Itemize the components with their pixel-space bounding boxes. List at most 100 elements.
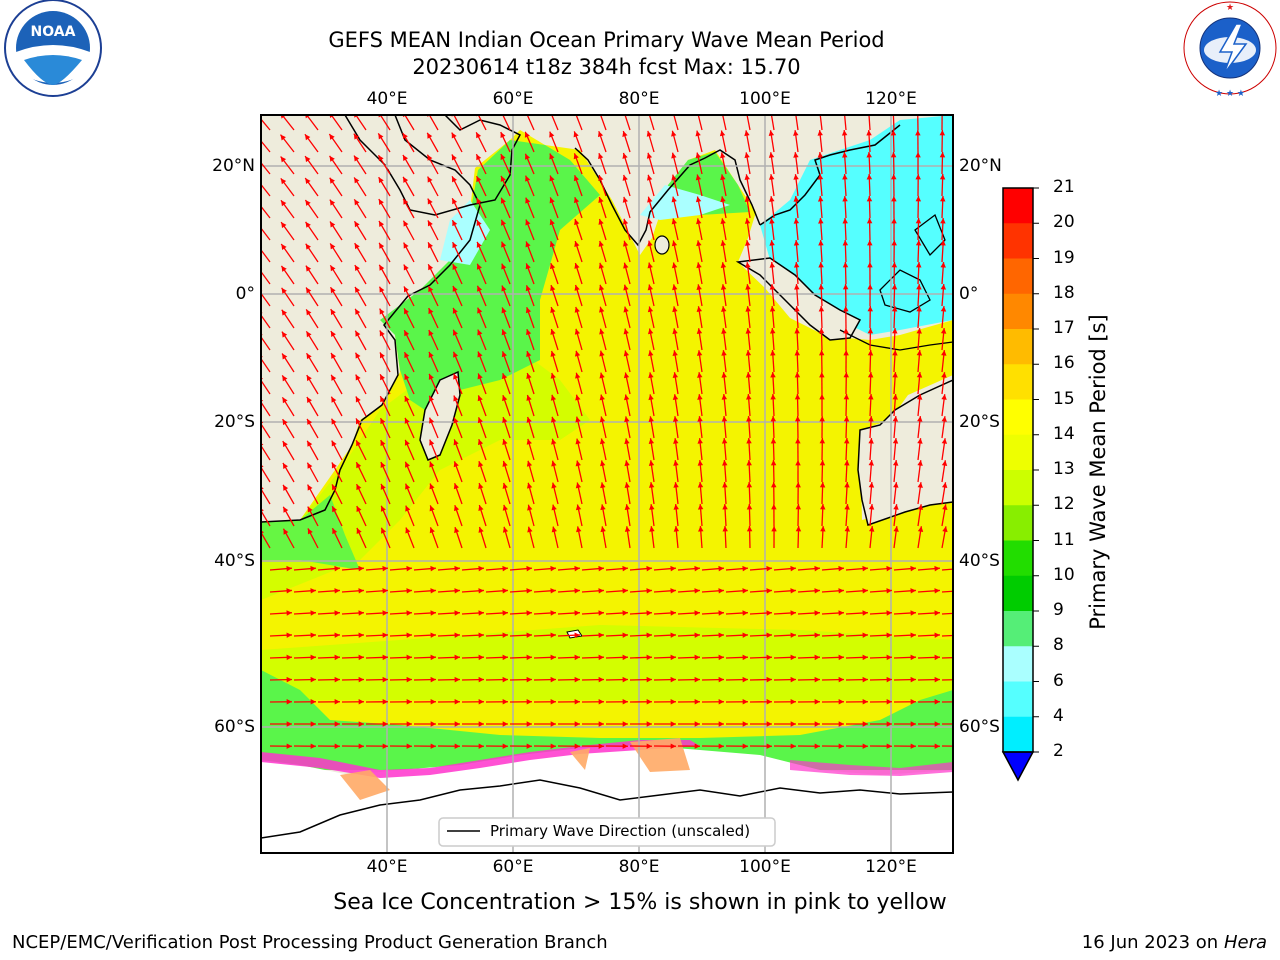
wave-arrow-head [526,654,532,661]
wave-arrow-head [819,394,825,400]
wave-arrow-head [286,632,292,638]
wave-arrow-head [281,265,287,272]
wave-arrow-head [916,350,923,356]
wave-arrow-head [305,156,311,163]
wave-arrow-head [862,565,868,572]
wave-arrow-head [280,134,286,141]
wave-arrow-head [476,198,482,205]
wave-arrow-head [453,395,459,402]
wave-arrow-head [551,504,557,511]
wave-arrow-head [549,175,555,182]
wave-arrow-head [697,416,703,422]
lon-tick-bottom: 40°E [366,857,408,877]
wave-arrow-head [355,396,361,403]
wave-arrow-head [429,439,435,446]
wave-arrow-head [795,438,801,444]
wave-arrow-head [599,328,605,335]
wave-arrow-head [550,307,556,313]
wave-arrow-head [694,743,700,749]
svg-text:★: ★ [1226,3,1234,13]
wave-arrow-head [334,743,340,749]
wave-arrow-head [721,328,727,334]
wave-arrow-head [354,177,360,184]
wave-arrow-head [574,632,580,638]
wave-arrow-head [842,284,849,290]
wave-arrow-head [382,743,388,749]
wave-arrow-head [430,721,436,727]
wave-arrow-head [380,352,385,359]
wave-arrow [261,422,271,439]
wave-arrow-head [573,197,580,204]
wave-arrow [404,115,415,131]
wave-arrow-head [454,565,460,572]
wave-arrow-head [526,438,532,445]
wave-arrow-head [794,284,800,290]
wave-arrow-head [697,438,703,444]
wave-arrow-head [770,460,777,466]
wave-arrow-head [838,676,844,683]
wave-arrow-head [406,588,412,594]
wave-arrow-head [330,309,336,316]
wave-arrow-head [910,632,916,638]
wave-arrow-head [452,176,457,183]
wave-arrow-head [453,439,459,446]
wave-arrow-head [430,610,436,616]
colorbar-tick-label: 19 [1053,247,1075,268]
wave-arrow-head [646,152,653,159]
wave-arrow-head [550,372,556,379]
colorbar-tick-label: 17 [1053,318,1075,338]
wave-arrow-head [550,632,556,638]
wave-arrow-head [502,610,508,616]
wave-arrow-head [598,632,604,638]
wave-arrow-head [671,174,677,181]
wave-arrow-head [891,284,898,290]
wave-arrow-head [838,565,844,572]
wave-arrow-head [525,197,531,204]
wave-arrow-head [818,306,825,312]
wave-arrow-head [817,174,824,180]
wave-arrow-head [379,264,385,271]
wave-arrow-head [862,632,868,638]
wave-arrow-head [306,331,312,338]
wave-arrow-head [282,462,288,469]
lat-tick-right: 60°S [959,717,1000,737]
wave-arrow-head [502,439,508,445]
colorbar-extend-triangle [1001,751,1035,782]
wave-arrow-head [910,721,916,727]
wave-arrow-head [745,284,751,290]
wave-arrow-head [551,460,557,467]
wave-arrow-head [838,632,844,638]
wave-arrow-head [722,526,728,532]
wave-arrow-head [671,218,677,225]
wave-arrow-head [331,440,337,447]
wave-arrow-head [525,307,532,314]
wave-arrow-head [917,526,924,532]
wave-arrow-head [916,394,923,400]
noaa-logo-text: NOAA [31,24,76,40]
wave-arrow-head [549,241,556,248]
colorbar-block [1003,364,1033,400]
wave-arrow-head [718,565,724,572]
wave-arrow-head [844,460,850,466]
wave-arrow-head [305,221,311,228]
wave-arrow-head [574,610,580,616]
wave-arrow-head [477,351,483,358]
wave-arrow-head [694,676,700,683]
wave-arrow-head [814,743,820,749]
wave-arrow-head [331,352,337,359]
wave-arrow-head [941,482,948,488]
wave-arrow-head [720,262,727,268]
wave-arrow-head [380,418,386,425]
wave-arrow-head [451,132,457,139]
lat-tick-right: 40°S [959,551,1000,571]
colorbar-tick-label: 21 [1053,177,1075,197]
wave-arrow-head [550,588,556,594]
wave-arrow-head [453,483,459,490]
wave-arrow-head [355,308,361,315]
wave-arrow-head [574,565,580,572]
wave-arrow-head [306,353,312,360]
colorbar-block [1003,681,1033,718]
wave-arrow-head [648,438,655,444]
wave-arrow-head [623,240,629,247]
lon-tick-bottom: 60°E [492,857,534,877]
